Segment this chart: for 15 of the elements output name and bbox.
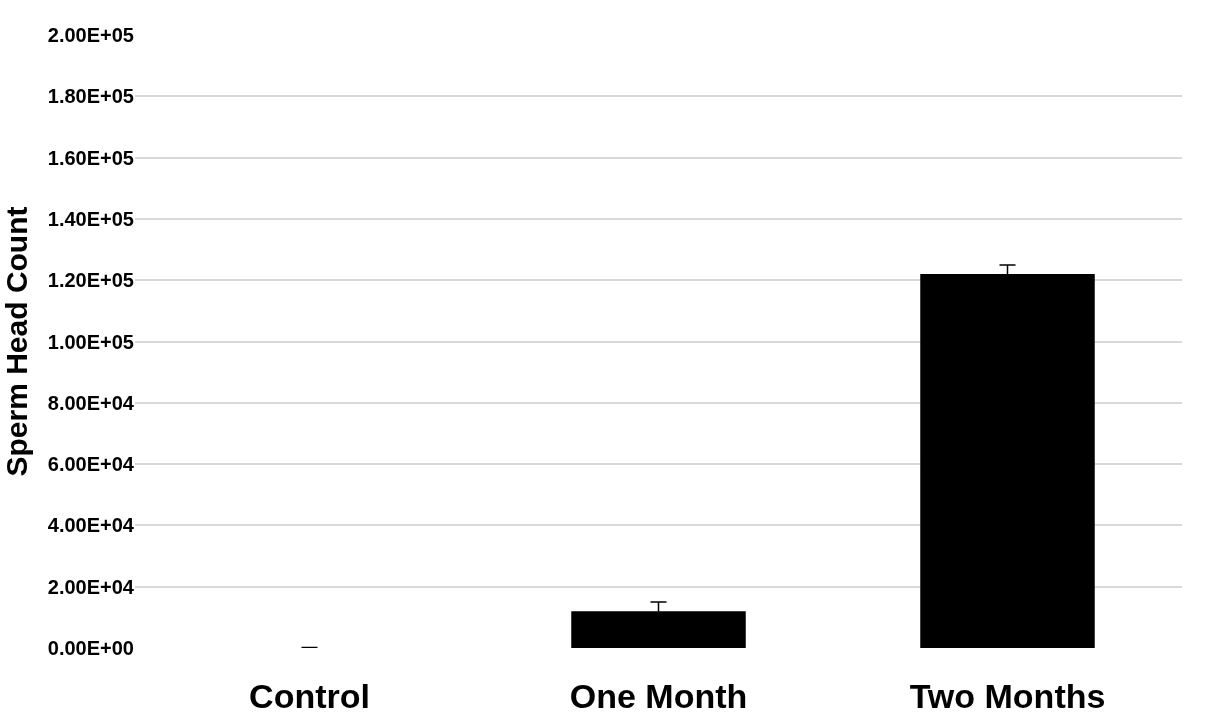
y-tick-label: 8.00E+04 (47, 391, 135, 414)
y-tick-label: 4.00E+04 (47, 514, 135, 537)
y-axis-title: Sperm Head Count (0, 206, 33, 477)
y-tick-label: 1.40E+05 (47, 207, 134, 230)
y-tick-label: 1.80E+05 (47, 85, 134, 108)
x-tick-label: One Month (569, 677, 748, 715)
y-tick-label: 1.60E+05 (47, 146, 134, 169)
y-tick-label: 1.00E+05 (47, 330, 134, 353)
x-tick-label: Two Months (909, 677, 1106, 715)
y-tick-label: 6.00E+04 (47, 453, 135, 476)
y-tick-label: 0.00E+00 (47, 637, 134, 659)
y-tick-label: 1.20E+05 (47, 269, 134, 292)
y-tick-label: 2.00E+05 (47, 24, 134, 46)
y-tick-label: 2.00E+04 (47, 575, 135, 598)
x-tick-label: Control (249, 677, 370, 715)
